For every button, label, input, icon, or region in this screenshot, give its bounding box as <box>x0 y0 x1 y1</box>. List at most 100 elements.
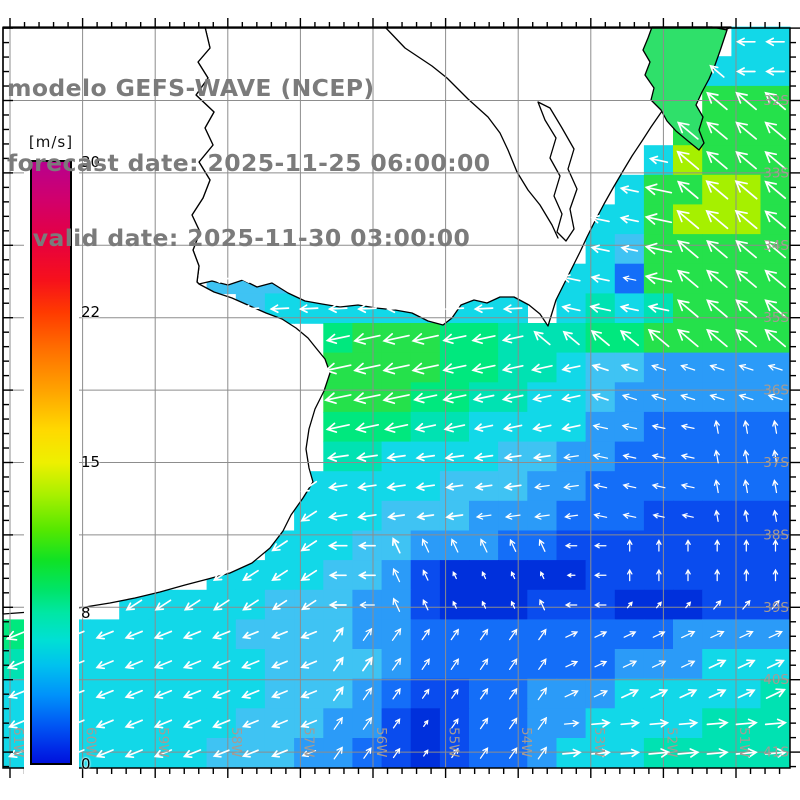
wind-arrow <box>353 392 381 405</box>
wind-arrow <box>621 393 637 401</box>
wind-arrow <box>738 393 754 401</box>
wind-arrow <box>565 631 579 638</box>
wind-arrow <box>300 630 318 640</box>
wind-arrow <box>533 330 551 346</box>
wind-arrow <box>479 717 489 730</box>
wind-arrow <box>332 626 344 642</box>
wind-arrow <box>538 538 546 552</box>
lat-label: 39S <box>763 600 789 616</box>
wind-arrow <box>473 423 494 432</box>
wind-arrow <box>333 716 343 730</box>
wind-arrow <box>451 718 459 729</box>
wind-arrow <box>764 180 787 200</box>
wind-arrow <box>125 599 143 611</box>
wind-arrow <box>124 719 143 729</box>
wind-arrow <box>591 748 611 758</box>
wind-arrow <box>386 304 406 314</box>
wind-arrow <box>710 630 725 639</box>
wind-arrow <box>421 628 430 641</box>
map-frame <box>2 27 791 769</box>
lon-label: 61W <box>10 727 26 758</box>
wind-arrow <box>538 628 547 641</box>
wind-arrow <box>241 660 260 670</box>
wind-arrow <box>471 363 496 374</box>
wind-arrow <box>415 482 436 492</box>
wind-arrow <box>743 539 750 552</box>
lon-label: 58W <box>228 727 244 758</box>
wind-arrow <box>510 571 516 580</box>
wind-arrow <box>95 719 114 729</box>
wind-arrow <box>95 749 114 759</box>
wind-arrow <box>651 363 667 371</box>
wind-arrow <box>328 600 347 609</box>
wind-arrow <box>620 244 639 253</box>
wind-arrow <box>767 363 783 371</box>
wind-arrow <box>619 329 640 347</box>
colorbar-tick-label: 8 <box>81 604 91 622</box>
wind-arrow <box>501 363 524 374</box>
wind-arrow <box>714 539 720 552</box>
wind-arrow <box>481 600 487 609</box>
wind-arrow <box>735 239 757 259</box>
wind-arrow <box>537 687 548 701</box>
wind-arrow <box>241 749 259 758</box>
wind-arrow <box>649 719 670 728</box>
wind-arrow <box>737 659 756 669</box>
wind-arrow <box>590 329 610 347</box>
wind-arrow <box>413 392 438 404</box>
wind-arrow <box>504 512 521 520</box>
wind-arrow <box>452 571 457 580</box>
wind-arrow <box>706 299 728 318</box>
wind-arrow <box>742 479 750 494</box>
title-block: modelo GEFS-WAVE (NCEP) forecast date: 2… <box>7 26 491 301</box>
wind-arrow <box>212 660 231 670</box>
wind-arrow <box>422 569 429 581</box>
wind-arrow <box>764 210 787 229</box>
wind-arrow <box>764 269 787 288</box>
wind-arrow <box>353 333 381 345</box>
wind-arrow <box>739 630 754 639</box>
wind-arrow <box>357 571 376 580</box>
wind-arrow <box>764 748 788 758</box>
wind-arrow <box>153 689 173 699</box>
wind-arrow <box>655 601 662 609</box>
colorbar-gradient <box>30 160 72 765</box>
wind-arrow <box>561 393 581 403</box>
wind-arrow <box>95 630 114 640</box>
wind-arrow <box>421 538 430 553</box>
wind-arrow <box>561 423 581 432</box>
lat-label: 35S <box>763 310 789 326</box>
wind-arrow <box>451 747 459 759</box>
wind-arrow <box>622 512 637 519</box>
wind-arrow <box>451 688 459 699</box>
wind-arrow <box>442 392 467 404</box>
wind-arrow <box>735 328 757 348</box>
wind-arrow <box>708 659 727 669</box>
wind-arrow <box>503 453 522 462</box>
wind-arrow <box>648 155 669 165</box>
wind-arrow <box>242 599 259 611</box>
wind-arrow <box>676 328 699 348</box>
wind-arrow <box>589 303 612 313</box>
wind-arrow <box>713 419 720 434</box>
wind-arrow <box>706 328 728 348</box>
wind-arrow <box>508 658 518 670</box>
wind-arrow <box>764 151 787 170</box>
wind-arrow <box>300 480 318 493</box>
wind-arrow <box>564 542 578 549</box>
wind-arrow <box>593 512 608 519</box>
wind-arrow <box>652 631 666 638</box>
wind-arrow <box>622 660 638 668</box>
wind-arrow <box>705 209 729 230</box>
wind-arrow <box>594 631 608 638</box>
wind-arrow <box>298 304 319 314</box>
wind-arrow <box>561 364 581 373</box>
wind-arrow <box>357 482 377 492</box>
wind-arrow <box>355 452 378 462</box>
wind-arrow <box>626 539 633 552</box>
wind-arrow <box>271 630 288 640</box>
wind-arrow <box>502 423 523 432</box>
wind-arrow <box>508 628 518 641</box>
